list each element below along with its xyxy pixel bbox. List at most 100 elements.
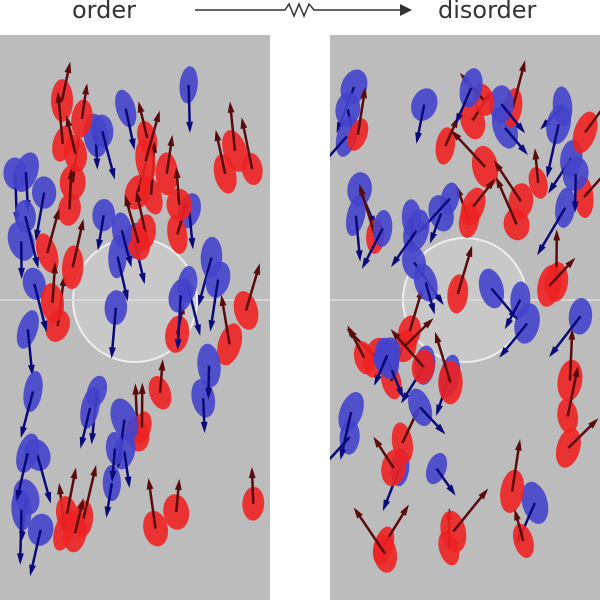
red-pedestrian <box>57 167 81 226</box>
blue-pedestrian <box>408 388 446 435</box>
arrow-head-icon <box>446 484 456 496</box>
velocity-arrow <box>19 509 23 561</box>
arrow-head-icon <box>173 166 181 179</box>
velocity-arrow <box>36 454 51 501</box>
arrow-head-icon <box>339 448 347 461</box>
velocity-arrow <box>510 443 521 492</box>
arrow-head-icon <box>514 509 521 521</box>
arrow-head-icon <box>374 374 382 386</box>
arrow-head-icon <box>53 208 60 220</box>
velocity-arrow <box>434 335 452 383</box>
red-pedestrian <box>233 263 260 330</box>
arrow-head-icon <box>537 243 546 256</box>
blue-pedestrian <box>179 66 198 134</box>
velocity-arrow <box>452 490 487 533</box>
arrow-head-icon <box>96 238 104 251</box>
arrow-head-icon <box>186 121 194 134</box>
arrow-head-icon <box>158 359 166 371</box>
arrow-head-icon <box>532 148 540 160</box>
arrow-head-icon <box>200 421 208 434</box>
arrow-head-icon <box>401 392 410 404</box>
velocity-arrow <box>24 215 39 265</box>
arrow-head-icon <box>77 497 85 510</box>
velocity-arrow <box>124 198 140 244</box>
velocity-arrow <box>20 391 35 435</box>
disordered-crowd-image <box>330 35 600 600</box>
velocity-arrow <box>82 468 97 520</box>
velocity-arrow <box>71 222 84 268</box>
velocity-arrow <box>550 315 582 355</box>
velocity-arrow <box>241 120 254 170</box>
arrow-head-icon <box>57 483 64 495</box>
arrow-head-icon <box>90 464 97 477</box>
red-pedestrian <box>51 61 74 122</box>
arrow-head-icon <box>455 112 464 125</box>
red-pedestrian <box>447 245 473 314</box>
blue-pedestrian <box>20 370 43 438</box>
arrow-head-icon <box>518 144 528 155</box>
velocity-arrow <box>456 249 473 295</box>
arrow-head-icon <box>109 470 117 483</box>
arrow-head-icon <box>519 60 526 73</box>
velocity-arrow <box>546 124 560 175</box>
arrow-head-icon <box>434 331 442 344</box>
arrow-head-icon <box>549 346 559 358</box>
velocity-arrow <box>144 114 160 162</box>
velocity-arrow <box>198 257 213 303</box>
red-pedestrian <box>124 194 151 261</box>
velocity-arrow <box>209 279 220 328</box>
red-pedestrian <box>440 488 489 553</box>
red-pedestrian <box>217 294 243 366</box>
arrow-head-icon <box>382 499 391 512</box>
arrow-head-icon <box>27 364 35 377</box>
blue-pedestrian <box>425 452 456 496</box>
arrow-head-icon <box>485 178 496 190</box>
arrow-head-icon <box>197 294 205 307</box>
velocity-arrow <box>16 452 29 498</box>
red-pedestrian <box>390 329 435 384</box>
red-pedestrian <box>242 466 265 521</box>
arrow-head-icon <box>32 256 39 269</box>
arrow-head-icon <box>17 553 24 565</box>
blue-pedestrian <box>102 465 121 518</box>
arrow-head-icon <box>124 194 132 207</box>
blue-pedestrian <box>549 298 593 358</box>
velocity-arrow <box>29 529 42 573</box>
red-pedestrian <box>143 478 169 547</box>
red-pedestrian <box>63 497 87 553</box>
arrow-head-icon <box>146 478 154 490</box>
arrow-head-icon <box>64 61 72 74</box>
arrow-head-icon <box>361 257 371 269</box>
velocity-arrow <box>187 84 192 130</box>
arrow-head-icon <box>65 115 73 128</box>
arrow-head-icon <box>132 383 140 395</box>
red-pedestrian <box>35 208 60 273</box>
arrow-head-icon <box>553 229 561 241</box>
arrow-head-icon <box>588 418 599 429</box>
red-pedestrian <box>353 507 398 573</box>
arrow-head-icon <box>44 491 52 504</box>
blue-pedestrian <box>504 281 531 330</box>
blue-pedestrian <box>373 337 401 386</box>
arrow-head-icon <box>109 347 116 359</box>
arrow-head-icon <box>253 263 260 276</box>
disorder-label: disorder <box>438 0 537 24</box>
arrow-head-icon <box>390 329 401 340</box>
arrow-head-icon <box>330 159 331 161</box>
blue-pedestrian <box>411 88 438 144</box>
velocity-arrow <box>392 331 425 368</box>
arrow-head-icon <box>423 318 434 329</box>
arrow-head-icon <box>214 129 222 142</box>
arrow-head-icon <box>40 320 48 333</box>
arrow-head-icon <box>15 489 23 502</box>
blue-pedestrian <box>11 488 32 565</box>
velocity-arrow <box>176 295 182 347</box>
blue-pedestrian <box>92 199 116 251</box>
arrow-head-icon <box>499 346 509 358</box>
arrow-head-icon <box>174 338 182 351</box>
arrow-head-icon <box>77 218 85 231</box>
arrow-head-icon <box>360 86 368 99</box>
velocity-arrow <box>340 411 353 457</box>
arrow-head-icon <box>478 488 489 500</box>
red-pedestrian <box>135 110 160 183</box>
